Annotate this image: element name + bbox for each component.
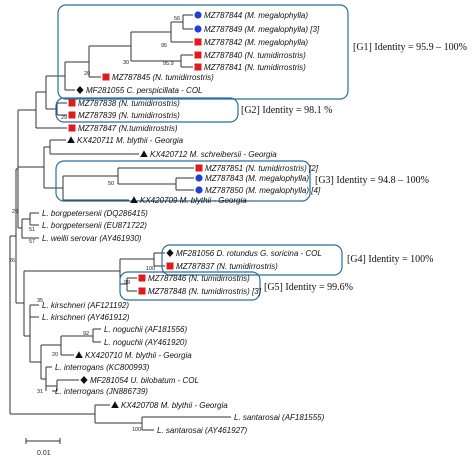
leaf-label-linterr_kc: L. interrogans (KC800993) xyxy=(55,363,150,372)
bootstrap-value: 57 xyxy=(29,239,35,245)
leaf-label-mz787838: MZ787838 (N. tumidirrostris) xyxy=(78,99,180,108)
leaf-label-linterr_jn: L. interrogans (JN886739) xyxy=(55,387,148,396)
group-labels: [G1] Identity = 95.9 – 100% [G2] Identity… xyxy=(241,42,467,293)
leaf-label-mz787849: MZ787849 (M. megalophylla) [3] xyxy=(204,25,320,34)
marker-kx420711-triangle xyxy=(67,136,75,143)
group-box-g5 xyxy=(119,271,261,301)
marker-mz787838-square xyxy=(68,99,76,107)
marker-mz787837-square xyxy=(166,262,174,270)
leaf-label-lborg_dq: L. borgpetersenii (DQ286415) xyxy=(42,209,148,218)
leaf-label-mf281056: MF281056 D. rotundus G. soricina - COL xyxy=(176,249,322,258)
leaf-label-mf281054: MF281054 U. bilobatum - COL xyxy=(90,376,199,385)
bootstrap-value: 100 xyxy=(146,266,155,272)
leaf-label-kx420708: KX420708 M. blythii - Georgia xyxy=(121,401,228,410)
leaf-label-lkirsch_ay: L. kirschneri (AY461912) xyxy=(42,313,130,322)
group-box-g4 xyxy=(161,244,343,276)
marker-kx420710-triangle xyxy=(75,351,83,358)
leaf-label-mz787845: MZ787845 (N. tumidirrostris) xyxy=(112,73,214,82)
marker-kx420712-triangle xyxy=(140,150,148,157)
group-label-g2: [G2] Identity = 98.1 % xyxy=(241,105,332,116)
leaf-label-mf281055: MF281055 C. perspicillata - COL xyxy=(86,86,203,95)
bootstrap-value: 99 xyxy=(124,280,130,286)
marker-mz787846-square xyxy=(138,274,146,282)
bootstrap-values: 56 95 95.9 30 20 29 50 29 51 57 26 100 99 35 92 20 31 100 xyxy=(9,16,180,433)
bootstrap-value: 92 xyxy=(83,331,89,337)
group-box-g3 xyxy=(55,160,311,202)
leaf-label-mz787847: MZ787847 (N.tumidirrostris) xyxy=(78,124,178,133)
bootstrap-value: 95 xyxy=(161,43,167,49)
leaf-label-mz787837: MZ787837 (N. tumidirrostris) xyxy=(176,262,278,271)
group-label-g5: [G5] Identity = 99.6% xyxy=(264,282,353,293)
leaf-label-mz787841: MZ787841 (N. tumidirrostris) xyxy=(204,63,306,72)
marker-mz787850-circle xyxy=(195,186,203,194)
leaf-label-mz787851: MZ787851 (N. tumidirrostris) [2] xyxy=(205,164,319,173)
leaf-label-kx420712: KX420712 M. schreibersii - Georgia xyxy=(150,150,277,159)
bootstrap-value: 20 xyxy=(84,71,90,77)
leaf-label-lnog_af: L. noguchii (AF181556) xyxy=(104,325,188,334)
leaf-label-mz787840: MZ787840 (N. tumidirrostris) xyxy=(204,51,306,60)
leaf-label-kx420709: KX420709 M. blythii - Georgia xyxy=(140,196,247,205)
leaf-label-lnog_ay: L. noguchii (AY461920) xyxy=(104,338,187,347)
marker-mz787845-square xyxy=(102,73,110,81)
leaf-label-lsant_af: L. santarosai (AF181555) xyxy=(234,413,325,422)
group-box-g1 xyxy=(57,4,349,100)
leaf-label-mz787850: MZ787850 (M. megalophylla) [4] xyxy=(205,186,321,195)
marker-mf281055-diamond xyxy=(76,86,84,94)
marker-mz787840-square xyxy=(194,51,202,59)
bootstrap-value: 35 xyxy=(37,298,43,304)
bootstrap-value: 29 xyxy=(61,115,67,121)
bootstrap-value: 29 xyxy=(12,209,18,215)
bootstrap-value: 31 xyxy=(37,389,43,395)
leaf-markers xyxy=(67,11,203,408)
bootstrap-value: 50 xyxy=(108,181,114,187)
bootstrap-value: 95.9 xyxy=(163,61,174,67)
bootstrap-value: 100 xyxy=(132,427,141,433)
leaf-label-mz787842: MZ787842 (M. megalophylla) xyxy=(204,38,308,47)
group-box-g2 xyxy=(55,97,239,123)
group-label-g3: [G3] Identity = 94.8 – 100% xyxy=(315,175,429,186)
leaf-label-lsant_ay: L. santarosai (AY461927) xyxy=(157,426,247,435)
leaf-label-lkirsch_af: L. kirschneri (AF121192) xyxy=(42,301,129,310)
bootstrap-value: 30 xyxy=(123,60,129,66)
leaf-label-kx420710: KX420710 M. blythii - Georgia xyxy=(85,351,192,360)
leaf-label-lweilii: L. weilii serovar (AY461930) xyxy=(42,234,142,243)
marker-mz787848-square xyxy=(138,287,146,295)
marker-mz787839-square xyxy=(68,111,76,119)
group-boxes xyxy=(55,4,349,301)
marker-mz787844-circle xyxy=(194,11,202,19)
scale-bar: 0.01 xyxy=(25,438,61,457)
marker-mf281054-diamond xyxy=(80,376,88,384)
leaf-label-mz787843: MZ787843 (M. megalophylla) xyxy=(205,174,309,183)
leaf-label-mz787844: MZ787844 (M. megalophylla) xyxy=(204,11,308,20)
leaf-label-mz787839: MZ787839 (N. tumidirrostris) xyxy=(78,111,180,120)
marker-mz787842-square xyxy=(194,38,202,46)
bootstrap-value: 20 xyxy=(52,352,58,358)
tree-branches xyxy=(9,14,231,431)
marker-mz787841-square xyxy=(194,63,202,71)
marker-mz787847-square xyxy=(68,124,76,132)
marker-mz787849-circle xyxy=(194,25,202,33)
leaf-label-kx420711: KX420711 M. blythii - Georgia xyxy=(77,136,184,145)
leaf-label-lborg_eu: L. borgpetersenii (EU871722) xyxy=(42,221,147,230)
marker-mf281056-diamond xyxy=(166,249,174,257)
bootstrap-value: 26 xyxy=(9,258,15,264)
group-label-g1: [G1] Identity = 95.9 – 100% xyxy=(353,42,467,53)
leaf-label-mz787848: MZ787848 (N. tumidirrostris) [3] xyxy=(148,287,262,296)
scale-bar-label: 0.01 xyxy=(37,450,51,457)
marker-kx420709-triangle xyxy=(130,196,138,203)
bootstrap-value: 51 xyxy=(29,227,35,233)
group-label-g4: [G4] Identity = 100% xyxy=(347,254,433,265)
marker-mz787843-circle xyxy=(195,174,203,182)
leaf-label-mz787846: MZ787846 (N. tumidirrostris) xyxy=(148,274,250,283)
marker-kx420708-triangle xyxy=(111,401,119,408)
leaf-labels: MZ787844 (M. megalophylla) MZ787849 (M. m… xyxy=(42,11,325,435)
bootstrap-value: 56 xyxy=(174,16,180,22)
marker-mz787851-square xyxy=(195,164,203,172)
